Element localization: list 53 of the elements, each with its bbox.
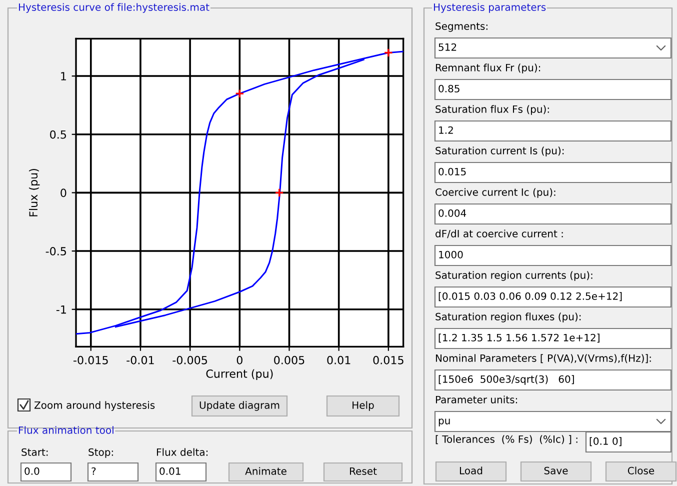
y-tick-label: -1: [56, 305, 66, 314]
text: Remnant flux Fr (pu):: [436, 64, 540, 74]
text: 0.85: [438, 84, 460, 92]
text: 0.004: [438, 209, 466, 217]
text: Coercive current Ic (pu):: [436, 188, 556, 198]
text: Hysteresis parameters: [434, 3, 546, 13]
text: Flux delta:: [156, 448, 208, 456]
text: Saturation current Is (pu):: [436, 146, 564, 156]
text: Help: [352, 401, 374, 411]
y-axis-title: Flux (pu): [28, 168, 40, 216]
text: Saturation region fluxes (pu):: [436, 312, 581, 322]
text: Update diagram: [200, 401, 280, 411]
text: Reset: [350, 467, 377, 475]
text: [ Tolerances (% Fs) (%Ic) ] :: [436, 435, 578, 444]
text: Save: [544, 466, 568, 474]
text: Saturation region currents (pu):: [436, 271, 592, 281]
y-tick-label: 0.5: [50, 130, 66, 139]
text: Close: [628, 466, 654, 474]
x-tick-label: 0.005: [274, 356, 304, 364]
x-tick-label: -0.015: [74, 356, 108, 364]
text: 0.0: [24, 467, 40, 475]
text: Saturation flux Fs (pu):: [436, 105, 549, 115]
text: Nominal Parameters [ P(VA),V(Vrms),f(Hz)]:: [436, 354, 651, 364]
text: 1.2: [439, 126, 453, 134]
text: [0.015 0.03 0.06 0.09 0.12 2.5e+12]: [438, 292, 622, 302]
y-tick-label: -0.5: [46, 247, 66, 256]
text: Load: [460, 466, 482, 474]
text: [0.1 0]: [590, 437, 622, 446]
x-tick-label: 0: [236, 356, 242, 364]
text: Animate: [245, 467, 286, 475]
text: [150e6 500e3/sqrt(3) 60]: [438, 375, 574, 385]
y-tick-label: 1: [61, 72, 66, 80]
text: dF/dI at coercive current :: [436, 230, 563, 238]
text: ?: [92, 467, 96, 475]
chart-title: Hysteresis curve of file:hysteresis.mat: [18, 3, 210, 13]
text: [1.2 1.35 1.5 1.56 1.572 1e+12]: [438, 334, 600, 343]
text: 1000: [439, 250, 463, 258]
text: 0.01: [160, 467, 180, 475]
text: Zoom around hysteresis: [34, 401, 155, 411]
y-tick-label: 0: [60, 188, 66, 198]
text: Stop:: [88, 448, 113, 458]
x-axis-title: Current (pu): [206, 369, 273, 380]
text: Start:: [22, 448, 48, 456]
x-tick-label: 0.01: [327, 356, 350, 364]
text: Flux animation tool: [18, 426, 114, 434]
text: 512: [438, 43, 456, 51]
x-tick-label: -0.005: [172, 356, 207, 364]
text: Parameter units:: [436, 396, 517, 404]
x-tick-label: 0.015: [373, 356, 404, 364]
text: Segments:: [436, 22, 488, 32]
text: 0.015: [438, 168, 466, 176]
text: pu: [438, 418, 450, 426]
x-tick-label: -0.01: [126, 356, 154, 364]
